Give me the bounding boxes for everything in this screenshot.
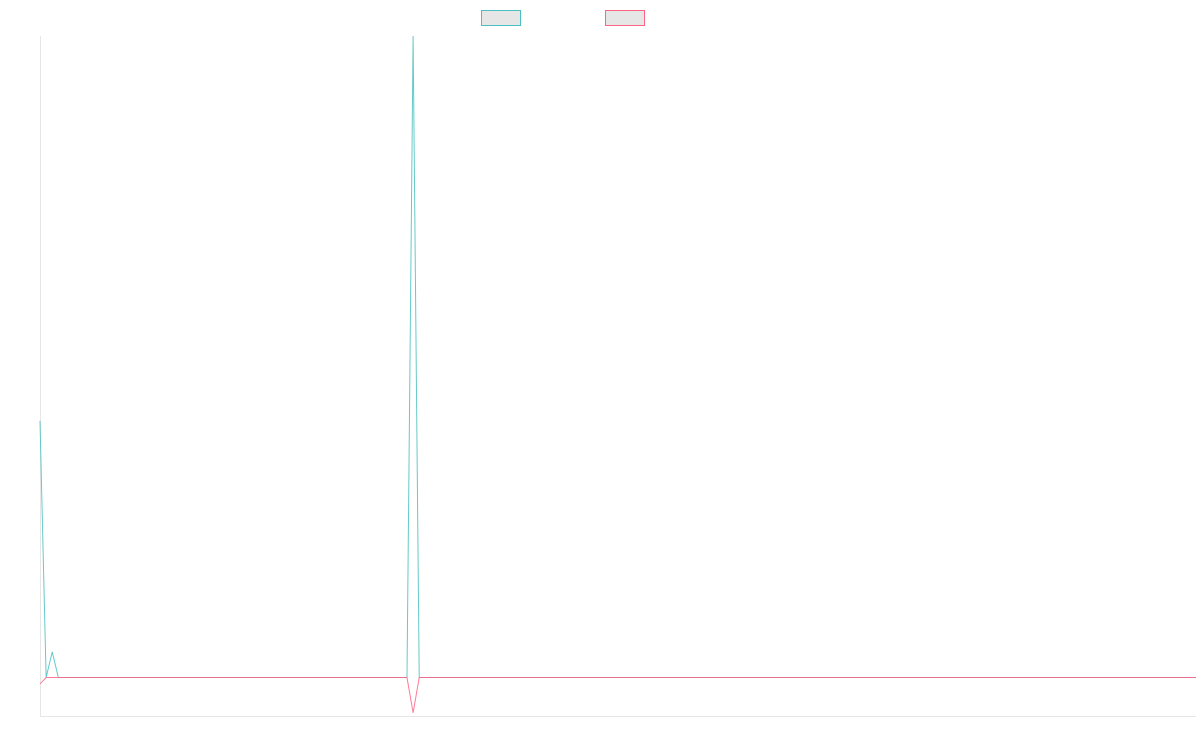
legend-swatch-series-2[interactable] (605, 10, 645, 26)
series-layer (39, 35, 1196, 713)
legend-swatch-series-1[interactable] (481, 10, 521, 26)
series-line-2 (39, 677, 1196, 713)
legend[interactable] (481, 10, 645, 26)
axes (40, 36, 1196, 717)
series-line-1 (39, 35, 1196, 679)
